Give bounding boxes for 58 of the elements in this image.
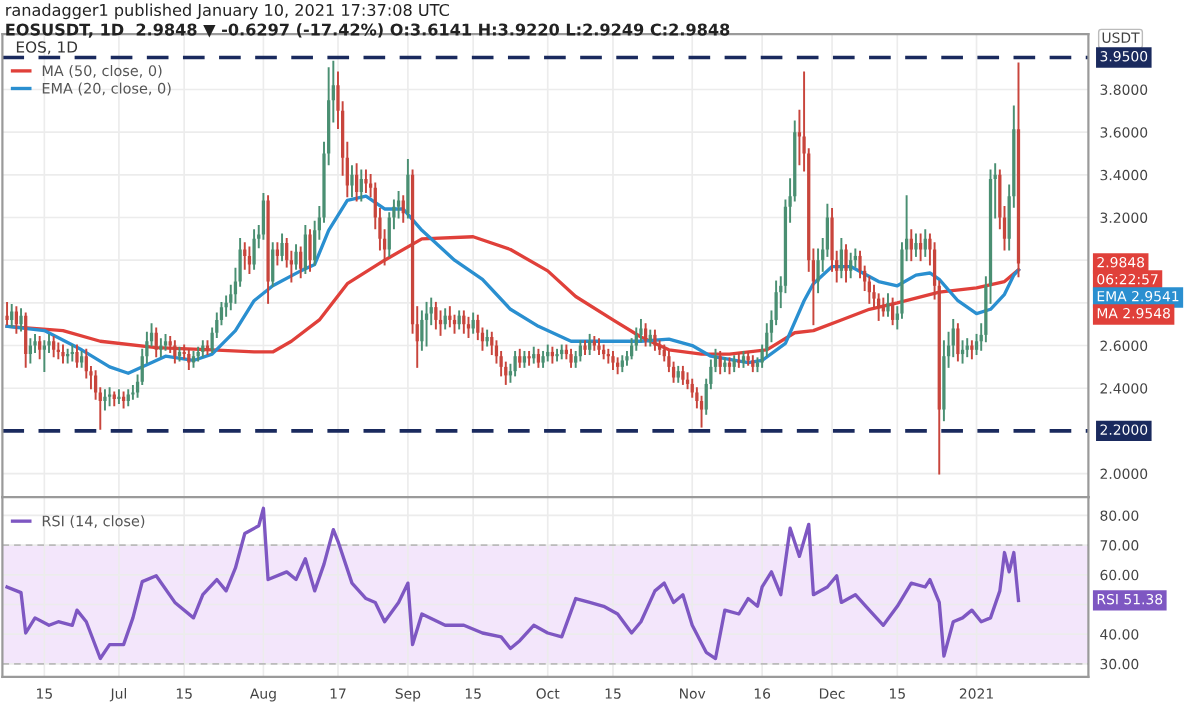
candlestick [52,336,56,358]
candlestick [490,331,494,356]
candlestick [308,229,312,272]
candlestick [75,344,79,368]
candlestick [653,329,657,351]
candlestick [914,233,918,257]
candlestick [839,237,843,279]
candlestick [303,225,307,274]
candlestick [5,301,9,326]
candlestick [918,233,923,262]
candlestick [718,350,722,375]
candlestick [643,323,648,347]
candlestick [359,169,363,202]
candlestick [299,246,303,279]
candlestick [14,306,19,334]
candlestick [10,304,14,328]
candlestick [38,336,42,360]
candlestick [364,169,368,193]
candlestick [24,312,28,368]
candlestick [350,165,354,198]
candlestick [956,323,960,362]
candlestick [406,158,410,219]
candlestick [19,308,23,332]
chart-subtitle: EOSUSDT, 1D 2.9848 ▼ -0.6297 (-17.42%) O:3.6141 H:3.9220 L:2.9249 C:2.9848 [6,23,730,38]
candlestick [159,338,163,358]
candlestick [909,229,913,262]
candlestick [527,350,531,366]
candlestick [891,297,895,326]
candlestick [271,242,275,287]
candlestick [187,348,191,370]
candlestick [699,395,704,428]
candlestick [634,327,638,351]
candlestick [639,318,643,343]
chart-title: ranadagger1 published January 10, 2021 17:37:08 UTC [6,3,449,20]
candlestick [737,353,741,368]
candlestick [420,310,424,351]
candlestick [588,333,592,356]
candlestick [970,340,974,360]
candlestick [280,233,284,262]
candlestick [103,389,107,411]
candlestick [513,350,517,377]
candlestick [434,301,438,330]
candlestick [117,389,121,405]
candlestick [849,252,853,279]
candlestick [61,344,65,364]
candlestick [252,229,256,270]
line-series [5,194,1021,375]
candlestick [355,163,359,202]
candlestick [555,348,559,362]
candlestick [886,293,890,317]
candlestick [401,195,405,223]
candlestick [844,244,848,283]
candlestick [923,229,927,257]
candlestick [597,338,601,356]
candlestick [154,327,158,358]
candlestick [294,244,298,270]
candlestick [261,193,266,240]
line-series [5,506,1021,661]
